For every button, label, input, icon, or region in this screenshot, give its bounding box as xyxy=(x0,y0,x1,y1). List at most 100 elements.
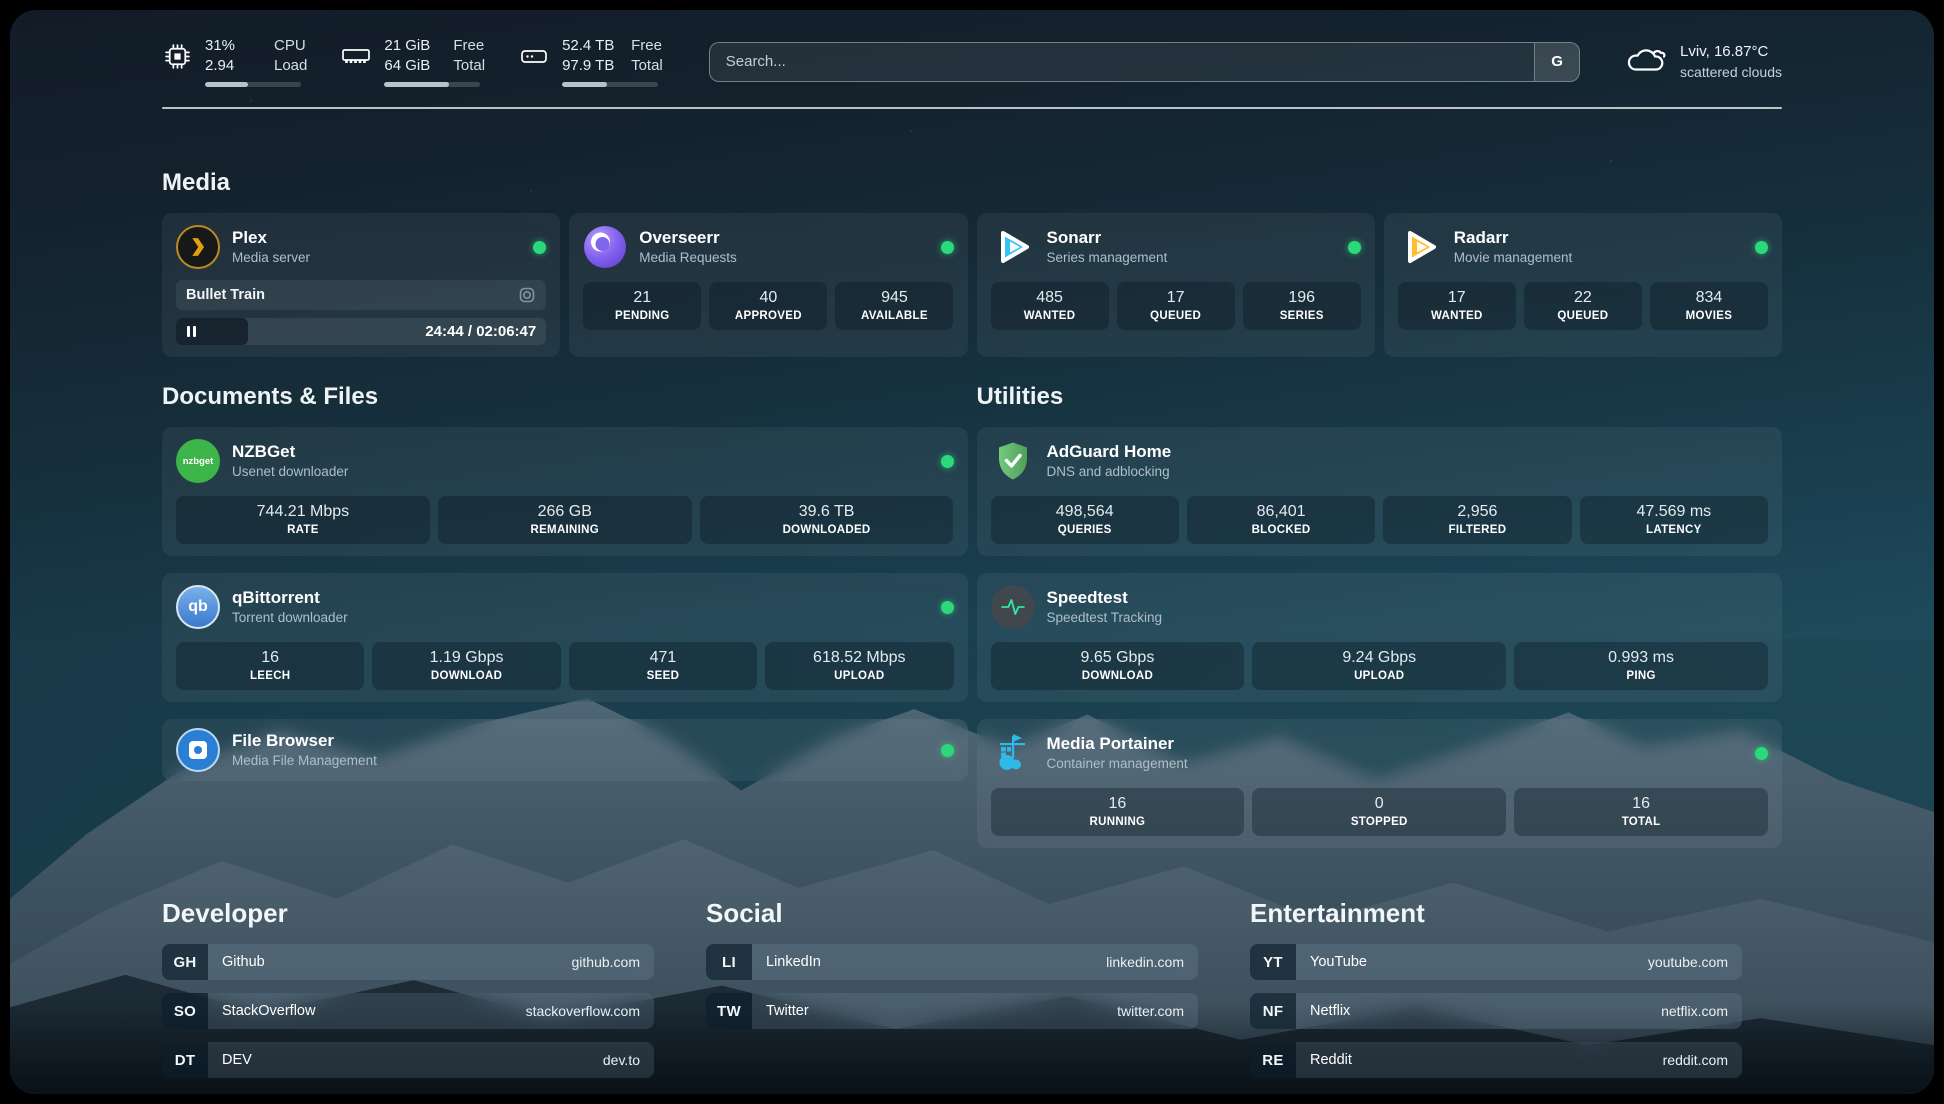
bookmark-netflix[interactable]: NF Netflix netflix.com xyxy=(1250,993,1742,1029)
stat-box: 744.21 Mbps RATE xyxy=(176,496,430,544)
storage-progress-bar xyxy=(562,82,658,87)
bookmark-group-social: Social LI LinkedIn linkedin.com TW Twitt… xyxy=(706,898,1198,1078)
stat-box: 485 WANTED xyxy=(991,282,1109,330)
stat-value: 17 xyxy=(1119,289,1233,307)
stat-value: 471 xyxy=(571,649,755,667)
app-card-plex[interactable]: Plex Media server Bullet Train xyxy=(162,213,560,357)
cloud-icon xyxy=(1624,43,1666,80)
storage-label2: Total xyxy=(631,56,663,76)
stat-label: QUERIES xyxy=(993,524,1177,536)
stat-label: QUEUED xyxy=(1526,310,1640,322)
app-card-sonarr[interactable]: Sonarr Series management 485 WANTED 17 Q… xyxy=(977,213,1375,357)
pause-icon xyxy=(187,326,190,337)
storage-stat: 52.4 TB 97.9 TB Free Total xyxy=(519,36,663,87)
stat-box: 16 LEECH xyxy=(176,642,364,690)
app-name: qBittorrent xyxy=(232,587,348,608)
bookmark-twitter[interactable]: TW Twitter twitter.com xyxy=(706,993,1198,1029)
playback-progress-bar[interactable]: 24:44 / 02:06:47 xyxy=(176,318,546,345)
app-card-nzbget[interactable]: nzbget NZBGet Usenet downloader 744.21 M… xyxy=(162,427,968,556)
app-name: Plex xyxy=(232,227,310,248)
stat-label: QUEUED xyxy=(1119,310,1233,322)
stat-box: 17 WANTED xyxy=(1398,282,1516,330)
stat-value: 39.6 TB xyxy=(702,503,952,521)
stat-label: BLOCKED xyxy=(1189,524,1373,536)
bookmark-dev[interactable]: DT DEV dev.to xyxy=(162,1042,654,1078)
bookmark-group-developer: Developer GH Github github.com SO StackO… xyxy=(162,898,654,1078)
stat-box: 47.569 ms LATENCY xyxy=(1580,496,1768,544)
stat-value: 744.21 Mbps xyxy=(178,503,428,521)
bookmark-abbr: YT xyxy=(1250,944,1296,980)
now-playing-row: Bullet Train xyxy=(176,280,546,310)
stat-label: FILTERED xyxy=(1385,524,1569,536)
stat-value: 834 xyxy=(1652,289,1766,307)
memory-label2: Total xyxy=(453,56,485,76)
cpu-usage: 31% xyxy=(205,36,261,56)
stat-value: 618.52 Mbps xyxy=(767,649,951,667)
stat-value: 16 xyxy=(993,795,1243,813)
stat-value: 86,401 xyxy=(1189,503,1373,521)
bookmark-url: github.com xyxy=(572,954,640,970)
stat-box: 40 APPROVED xyxy=(709,282,827,330)
dashboard-window: 31% 2.94 CPU Load xyxy=(10,10,1934,1094)
stat-value: 485 xyxy=(993,289,1107,307)
bookmark-youtube[interactable]: YT YouTube youtube.com xyxy=(1250,944,1742,980)
app-card-adguard[interactable]: AdGuard Home DNS and adblocking 498,564 … xyxy=(977,427,1783,556)
bookmark-linkedin[interactable]: LI LinkedIn linkedin.com xyxy=(706,944,1198,980)
section-media: Media Plex Media server xyxy=(162,169,1782,357)
nzbget-icon: nzbget xyxy=(176,439,220,483)
stat-label: DOWNLOADED xyxy=(702,524,952,536)
bookmark-name: Github xyxy=(222,954,265,970)
bookmark-name: Twitter xyxy=(766,1003,809,1019)
bookmark-group-title: Developer xyxy=(162,898,654,929)
app-card-radarr[interactable]: Radarr Movie management 17 WANTED 22 QUE… xyxy=(1384,213,1782,357)
stat-label: APPROVED xyxy=(711,310,825,322)
stat-label: LEECH xyxy=(178,670,362,682)
stat-label: PING xyxy=(1516,670,1766,682)
stat-label: UPLOAD xyxy=(1254,670,1504,682)
app-card-filebrowser[interactable]: File Browser Media File Management xyxy=(162,719,968,781)
status-dot xyxy=(941,601,954,614)
overseerr-icon xyxy=(583,225,627,269)
stat-box: 266 GB REMAINING xyxy=(438,496,692,544)
search-engine-button[interactable]: G xyxy=(1534,43,1579,81)
stat-value: 9.65 Gbps xyxy=(993,649,1243,667)
stat-box: 39.6 TB DOWNLOADED xyxy=(700,496,954,544)
playback-time: 24:44 / 02:06:47 xyxy=(425,318,536,345)
bookmark-url: reddit.com xyxy=(1663,1052,1728,1068)
stat-label: RUNNING xyxy=(993,816,1243,828)
cpu-progress-bar xyxy=(205,82,301,87)
app-card-overseerr[interactable]: Overseerr Media Requests 21 PENDING 40 A… xyxy=(569,213,967,357)
app-card-qbittorrent[interactable]: qb qBittorrent Torrent downloader 16 LEE… xyxy=(162,573,968,702)
cpu-load-value: 2.94 xyxy=(205,56,261,76)
app-subtitle: DNS and adblocking xyxy=(1047,464,1172,481)
section-title-documents: Documents & Files xyxy=(162,383,968,411)
bookmark-github[interactable]: GH Github github.com xyxy=(162,944,654,980)
bookmark-abbr: GH xyxy=(162,944,208,980)
cpu-icon xyxy=(162,43,192,70)
cpu-label: CPU xyxy=(274,36,307,56)
bookmark-url: dev.to xyxy=(603,1052,640,1068)
stat-value: 266 GB xyxy=(440,503,690,521)
stat-box: 9.65 Gbps DOWNLOAD xyxy=(991,642,1245,690)
bookmark-name: LinkedIn xyxy=(766,954,821,970)
app-name: File Browser xyxy=(232,730,377,751)
stat-label: STOPPED xyxy=(1254,816,1504,828)
sonarr-icon xyxy=(991,225,1035,269)
bookmark-url: linkedin.com xyxy=(1106,954,1184,970)
stat-box: 0 STOPPED xyxy=(1252,788,1506,836)
memory-label: Free xyxy=(453,36,485,56)
stat-value: 196 xyxy=(1245,289,1359,307)
weather-widget[interactable]: Lviv, 16.87°C scattered clouds xyxy=(1624,42,1782,82)
header-divider xyxy=(162,107,1782,109)
search-input[interactable] xyxy=(709,42,1580,82)
memory-total: 64 GiB xyxy=(384,56,440,76)
app-card-speedtest[interactable]: Speedtest Speedtest Tracking 9.65 Gbps D… xyxy=(977,573,1783,702)
app-card-portainer[interactable]: Media Portainer Container management 16 … xyxy=(977,719,1783,848)
app-subtitle: Movie management xyxy=(1454,250,1573,267)
stat-box: 618.52 Mbps UPLOAD xyxy=(765,642,953,690)
memory-progress-bar xyxy=(384,82,480,87)
app-name: NZBGet xyxy=(232,441,348,462)
stat-box: 498,564 QUERIES xyxy=(991,496,1179,544)
bookmark-reddit[interactable]: RE Reddit reddit.com xyxy=(1250,1042,1742,1078)
bookmark-stackoverflow[interactable]: SO StackOverflow stackoverflow.com xyxy=(162,993,654,1029)
